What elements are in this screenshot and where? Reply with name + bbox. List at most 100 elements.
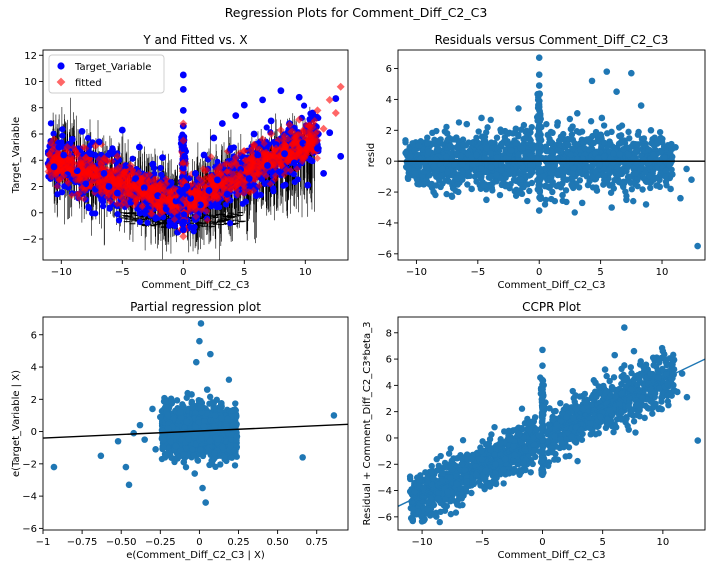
target-point-cloud	[239, 200, 246, 207]
residual-point-cloud	[514, 189, 522, 197]
fitted-point-cloud	[82, 144, 90, 152]
fitted-point-cloud	[70, 143, 78, 152]
plot-area	[44, 71, 345, 260]
target-point-cloud	[180, 211, 187, 218]
residual-point-cloud	[616, 150, 623, 158]
residual-point-cloud	[622, 188, 629, 195]
residual-point-cloud	[609, 159, 617, 166]
residual-point-cloud	[559, 172, 567, 180]
fitted-point	[73, 149, 82, 158]
fitted-point-cloud	[226, 185, 235, 193]
target-point-cloud	[270, 188, 277, 195]
target-variable-point	[254, 151, 262, 159]
fitted-point-cloud	[104, 170, 113, 178]
residual-point-cloud	[554, 147, 562, 154]
residual-point-cloud	[615, 178, 622, 185]
x-tick-label: 0	[180, 267, 186, 278]
fitted-point	[226, 174, 235, 183]
target-variable-point	[181, 152, 188, 160]
target-variable-point	[179, 85, 187, 93]
fitted-point-cloud	[61, 157, 69, 165]
fitted-point-cloud	[80, 195, 88, 203]
residual-point-cloud	[592, 168, 599, 175]
residual-point-cloud	[423, 164, 430, 171]
residual-point-cloud	[587, 118, 595, 125]
fitted-point-cloud	[293, 165, 301, 173]
residual-point-cloud	[554, 155, 561, 162]
residual-point-cloud	[464, 181, 471, 188]
fitted-point	[171, 191, 180, 200]
residual-point-cloud	[600, 153, 608, 161]
fitted-point	[272, 144, 281, 153]
residual-point-cloud	[601, 139, 608, 147]
fitted-point-cloud	[53, 182, 61, 190]
fitted-point-cloud	[148, 183, 156, 191]
fitted-point	[104, 190, 113, 199]
target-variable-point	[87, 150, 94, 158]
residual-point-cloud	[637, 165, 644, 172]
fitted-point	[86, 169, 95, 178]
residual-point-cloud	[647, 184, 654, 192]
residual-point-cloud	[560, 130, 567, 138]
residual-point-cloud	[656, 128, 664, 136]
target-variable-point	[179, 218, 187, 226]
fitted-point-cloud	[277, 158, 285, 166]
residual-point-cloud	[426, 181, 433, 188]
residual-point-cloud	[504, 163, 511, 170]
plot-area	[398, 54, 705, 250]
fitted-point-cloud	[155, 202, 164, 211]
fitted-point-cloud	[113, 179, 121, 188]
fitted-point-cloud	[272, 154, 280, 162]
fitted-point	[167, 202, 176, 211]
residual-point-cloud	[411, 147, 418, 154]
x-tick-label: −10	[51, 267, 72, 278]
x-axis-label: Comment_Diff_C2_C3	[141, 280, 249, 291]
residual-point-cloud	[547, 175, 554, 182]
fitted-point-cloud	[115, 173, 124, 181]
fitted-point	[113, 152, 122, 161]
fitted-point	[179, 158, 188, 167]
fitted-point	[131, 196, 140, 205]
residual-point-cloud	[601, 172, 608, 179]
target-variable-point	[314, 145, 321, 152]
residual-point-cloud	[475, 128, 482, 135]
fitted-point-cloud	[50, 156, 58, 164]
y-tick-label: 8	[31, 103, 37, 114]
residual-point-cloud	[424, 134, 431, 141]
target-point-cloud	[166, 222, 173, 229]
fitted-point	[209, 190, 218, 199]
residual-point-cloud	[527, 162, 534, 169]
fitted-point-cloud	[108, 157, 116, 165]
fitted-point-cloud	[242, 156, 250, 165]
target-point-cloud	[85, 205, 93, 212]
target-variable-point	[259, 96, 266, 104]
target-variable-point	[214, 176, 221, 184]
residual-point-cloud	[573, 128, 581, 135]
fitted-point	[231, 153, 240, 162]
residual-point-cloud	[477, 165, 485, 172]
target-variable-point	[281, 150, 288, 158]
fitted-point-cloud	[157, 179, 165, 187]
fitted-point-cloud	[93, 167, 101, 175]
target-point-cloud	[106, 204, 113, 211]
residual-point-cloud	[549, 154, 556, 161]
residual-point-cloud	[488, 145, 496, 152]
residual-point-cloud	[524, 156, 531, 164]
y-tick-label: 10	[24, 77, 37, 88]
residual-point-cloud	[444, 136, 451, 144]
residual-point-cloud	[498, 140, 505, 148]
fitted-point-cloud	[266, 180, 274, 188]
fitted-point-cloud	[203, 207, 211, 215]
target-variable-point	[114, 189, 121, 197]
residual-point-cloud	[459, 167, 466, 175]
residual-point-cloud	[444, 168, 451, 176]
target-variable-point	[159, 154, 166, 162]
residual-point-cloud	[424, 139, 431, 147]
residual-point-cloud	[481, 133, 489, 141]
target-point-cloud	[50, 130, 57, 137]
residual-point-cloud	[660, 143, 668, 151]
fitted-point-cloud	[246, 188, 254, 197]
residual-point-cloud	[437, 172, 445, 180]
residual-point-cloud	[628, 186, 636, 193]
